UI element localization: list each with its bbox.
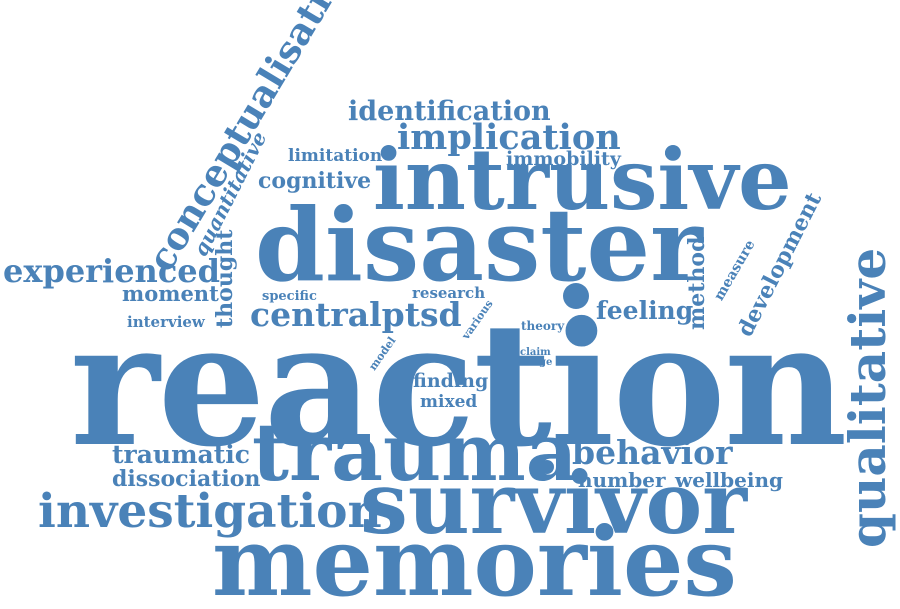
word-claim: claim — [520, 347, 551, 358]
word-wellbeing: wellbeing — [675, 468, 783, 492]
word-specific: specific — [262, 289, 317, 304]
word-range: range — [520, 357, 553, 368]
word-theory: theory — [521, 319, 565, 333]
word-qualitative: qualitative — [838, 247, 897, 548]
word-investigation: investigation — [38, 484, 382, 539]
word-intrusive: intrusive — [373, 130, 792, 229]
word-interview: interview — [127, 313, 205, 331]
word-immobility: immobility — [506, 148, 621, 170]
word-moment: moment — [122, 281, 219, 306]
word-survivor: survivor — [360, 454, 747, 554]
word-implication: implication — [397, 117, 621, 158]
word-mixed: mixed — [420, 392, 478, 412]
word-research: research — [412, 284, 486, 302]
word-behavior: behavior — [572, 433, 733, 472]
word-feeling: feeling — [596, 296, 694, 325]
word-limitation: limitation — [288, 146, 383, 166]
word-trauma: trauma — [252, 405, 578, 499]
word-cognitive: cognitive — [258, 168, 372, 194]
cloud-dot — [540, 460, 554, 474]
word-identification: identification — [348, 96, 551, 127]
word-memories: memories — [212, 507, 737, 609]
word-traumatic: traumatic — [112, 440, 251, 469]
cloud-dot — [665, 146, 679, 160]
word-number: number — [578, 468, 666, 492]
word-dissociation: dissociation — [112, 466, 261, 492]
word-finding: finding — [413, 370, 489, 392]
word-experienced: experienced — [3, 252, 221, 290]
word-disaster: disaster — [255, 186, 703, 304]
word-reaction: reaction — [70, 285, 847, 485]
cloud-dot — [563, 283, 589, 309]
word-centralptsd: centralptsd — [250, 295, 462, 334]
